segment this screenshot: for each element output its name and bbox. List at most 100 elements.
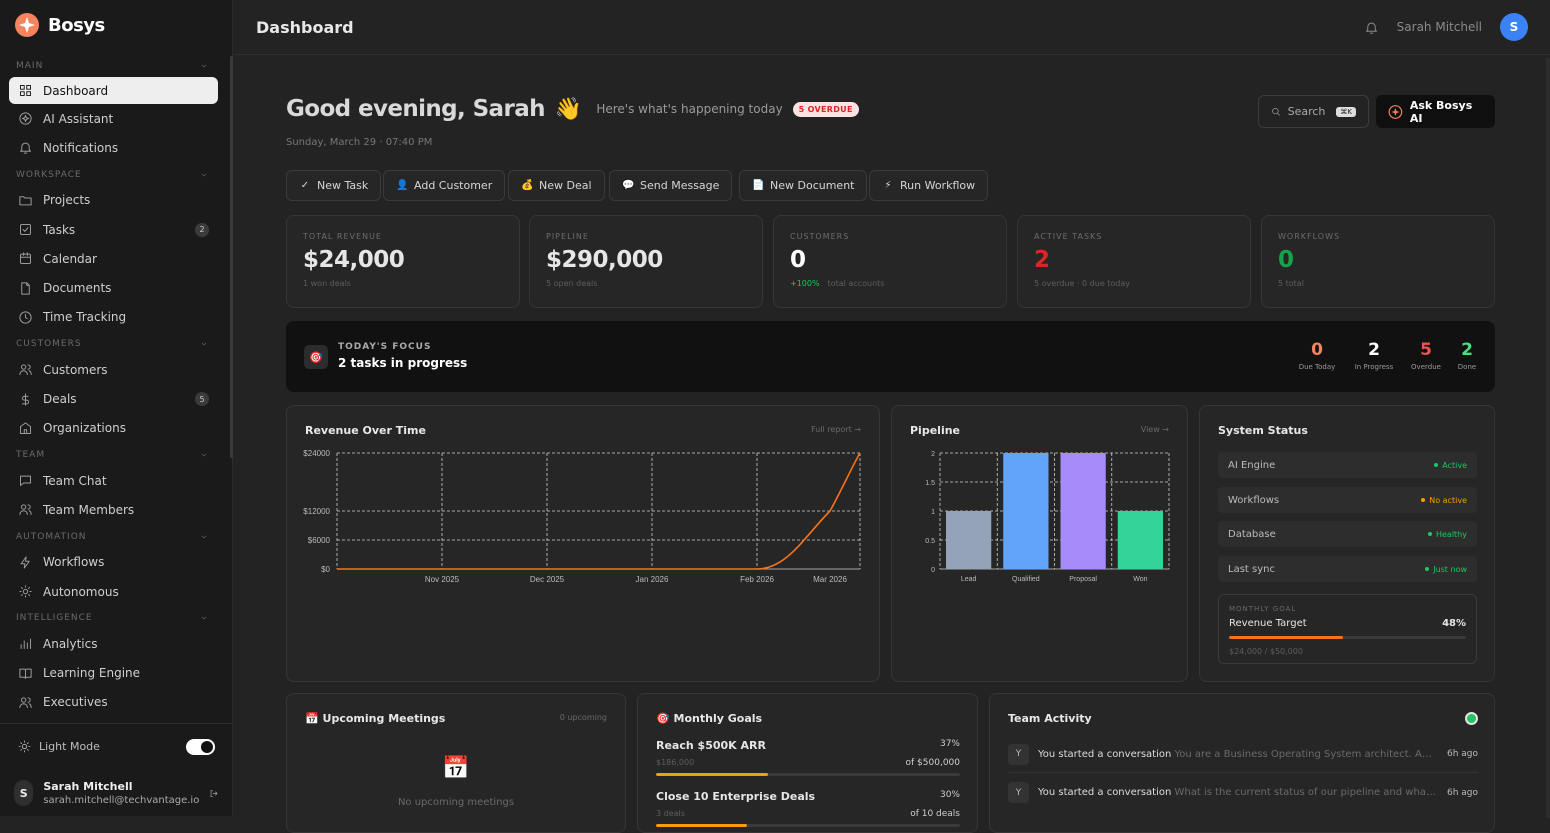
send-message-button[interactable]: 💬 Send Message — [609, 170, 733, 201]
search-button[interactable]: Search ⌘K — [1258, 95, 1369, 128]
full-report-link[interactable]: Full report → — [811, 425, 861, 434]
document-icon: 📄 — [752, 180, 765, 191]
new-task-label: New Task — [317, 179, 369, 192]
sidebar-section-workspace[interactable]: WORKSPACE — [0, 164, 230, 186]
new-deal-button[interactable]: 💰 New Deal — [508, 170, 605, 201]
activity-action: You started a conversation — [1038, 748, 1172, 760]
run-workflow-label: Run Workflow — [900, 179, 976, 192]
sidebar-item-team-members[interactable]: Team Members — [0, 495, 221, 524]
header-user-name[interactable]: Sarah Mitchell — [1396, 20, 1482, 34]
focus-stat-label: In Progress — [1354, 363, 1394, 371]
goal-progress-bar — [1229, 636, 1466, 639]
chart-icon — [20, 638, 31, 650]
sidebar-section-team[interactable]: TEAM — [0, 444, 230, 466]
search-shortcut: ⌘K — [1336, 106, 1356, 117]
focus-overdue: 5 Overdue — [1408, 340, 1444, 371]
goal-percent: 48% — [1442, 618, 1466, 629]
x-tick-label: Proposal — [1069, 576, 1097, 583]
stat-workflows[interactable]: WORKFLOWS 0 5 total — [1261, 215, 1495, 308]
new-document-button[interactable]: 📄 New Document — [739, 170, 868, 201]
sidebar-item-tasks[interactable]: Tasks 2 — [0, 215, 221, 244]
goal-item[interactable]: Close 10 Enterprise Deals 30% 3 deals of 1… — [656, 790, 960, 827]
new-task-button[interactable]: ✓ New Task — [286, 170, 382, 201]
meetings-title-text: Upcoming Meetings — [322, 712, 446, 725]
sidebar-item-calendar[interactable]: Calendar — [0, 244, 221, 273]
header-avatar[interactable]: S — [1500, 13, 1528, 41]
light-mode-toggle[interactable] — [186, 738, 215, 755]
sidebar-item-learning-engine[interactable]: Learning Engine — [0, 658, 221, 687]
activity-item[interactable]: Y You started a conversation You are a B… — [1008, 736, 1478, 773]
light-mode-label: Light Mode — [39, 740, 100, 753]
sidebar-scrollbar[interactable] — [230, 56, 233, 458]
sidebar-item-customers[interactable]: Customers — [0, 355, 221, 384]
main-scrollbar[interactable] — [1546, 58, 1550, 818]
sidebar-section-main[interactable]: MAIN — [0, 55, 230, 77]
sidebar-item-label: Dashboard — [43, 83, 109, 98]
message-icon: 💬 — [622, 180, 635, 191]
activity-item[interactable]: Y You started a conversation What is the… — [1008, 774, 1478, 811]
sidebar-item-workflows[interactable]: Workflows — [0, 548, 221, 577]
run-workflow-button[interactable]: ⚡ Run Workflow — [869, 170, 989, 201]
greeting: Good evening, Sarah 👋 Here's what's happ… — [286, 96, 859, 122]
focus-title: 2 tasks in progress — [338, 356, 468, 370]
sidebar-section-intelligence[interactable]: INTELLIGENCE — [0, 607, 230, 629]
sidebar-item-team-chat[interactable]: Team Chat — [0, 466, 221, 495]
sidebar-item-deals[interactable]: Deals 5 — [0, 384, 221, 413]
logo[interactable]: Bosys — [14, 12, 105, 38]
stat-customers[interactable]: CUSTOMERS 0 +100% total accounts — [773, 215, 1007, 308]
document-icon — [21, 282, 30, 295]
pipeline-view-link[interactable]: View → — [1140, 425, 1169, 434]
activity-detail: You are a Business Operating System arch… — [1174, 748, 1438, 760]
meetings-title: 📅 Upcoming Meetings — [305, 712, 445, 725]
team-activity-title: Team Activity — [1008, 712, 1092, 725]
sidebar-item-organizations[interactable]: Organizations — [0, 414, 221, 443]
overdue-badge[interactable]: 5 OVERDUE — [792, 101, 859, 117]
sidebar-item-label: Organizations — [43, 421, 126, 436]
bell-icon[interactable] — [1364, 20, 1379, 35]
goal-item-title: Close 10 Enterprise Deals — [656, 790, 816, 803]
sidebar-item-projects[interactable]: Projects — [0, 186, 221, 215]
dollar-icon — [21, 392, 30, 406]
sidebar-item-dashboard[interactable]: Dashboard — [9, 77, 218, 104]
monthly-goal-box[interactable]: MONTHLY GOAL Revenue Target 48% $24,000 /… — [1218, 594, 1477, 664]
sidebar-item-label: Time Tracking — [43, 310, 127, 325]
stat-total-revenue[interactable]: TOTAL REVENUE $24,000 1 won deals — [286, 215, 520, 308]
stat-value: $290,000 — [546, 247, 663, 273]
sidebar-section-automation[interactable]: AUTOMATION — [0, 526, 230, 548]
sidebar-item-autonomous[interactable]: Autonomous — [0, 577, 221, 606]
sidebar-item-analytics[interactable]: Analytics — [0, 629, 221, 658]
sun-icon — [18, 740, 31, 753]
sidebar-item-time-tracking[interactable]: Time Tracking — [0, 303, 221, 332]
activity-avatar: Y — [1008, 743, 1029, 765]
goal-sub: $24,000 / $50,000 — [1229, 647, 1303, 656]
sidebar-item-label: Notifications — [43, 140, 119, 155]
logout-icon[interactable] — [209, 787, 219, 800]
sidebar-item-executives[interactable]: Executives — [0, 688, 221, 717]
sidebar-item-notifications[interactable]: Notifications — [0, 133, 221, 162]
section-label: MAIN — [16, 61, 44, 71]
users-icon — [19, 504, 32, 516]
stat-pipeline[interactable]: PIPELINE $290,000 5 open deals — [529, 215, 763, 308]
chevron-down-icon — [201, 342, 207, 346]
monthly-goals-title: 🎯 Monthly Goals — [656, 712, 762, 725]
book-icon — [19, 668, 32, 679]
todays-focus-banner[interactable]: 🎯 TODAY'S FOCUS 2 tasks in progress 0 Due… — [286, 321, 1495, 392]
folder-icon — [19, 195, 32, 206]
upcoming-meetings-card: 📅 Upcoming Meetings 0 upcoming 📅 No upco… — [286, 693, 626, 833]
goal-item[interactable]: Reach $500K ARR 37% $186,000 of $500,000 — [656, 739, 960, 776]
add-customer-button[interactable]: 👤 Add Customer — [383, 170, 506, 201]
ai-icon — [19, 112, 32, 125]
pipeline-bar-won — [1117, 511, 1163, 569]
sidebar-item-label: Projects — [43, 193, 91, 208]
stat-label: TOTAL REVENUE — [303, 232, 382, 241]
sidebar-item-ai-assistant[interactable]: AI Assistant — [0, 104, 221, 133]
y-tick-label: 1.5 — [925, 480, 935, 487]
ask-ai-button[interactable]: Ask Bosys AI — [1376, 95, 1495, 128]
focus-stat-value: 2 — [1368, 340, 1380, 360]
stat-active-tasks[interactable]: ACTIVE TASKS 2 5 overdue · 0 due today — [1017, 215, 1251, 308]
user-profile[interactable]: S Sarah Mitchell sarah.mitchell@techvant… — [0, 770, 233, 816]
chevron-down-icon — [201, 453, 207, 457]
sidebar-section-customers[interactable]: CUSTOMERS — [0, 333, 230, 355]
stat-sub: 1 won deals — [303, 279, 351, 288]
sidebar-item-documents[interactable]: Documents — [0, 273, 221, 302]
